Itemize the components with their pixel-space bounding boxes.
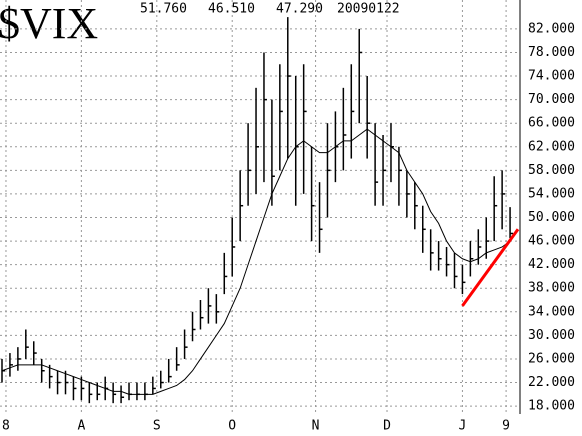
header-value: 20090122 <box>337 2 400 17</box>
header-value: 46.510 <box>208 2 255 17</box>
y-tick-label: 38.000 <box>528 281 575 296</box>
y-tick-label: 78.000 <box>528 45 575 60</box>
header-value: 47.290 <box>276 2 323 17</box>
y-tick-label: 70.000 <box>528 92 575 107</box>
x-tick-label: O <box>228 419 236 434</box>
y-tick-label: 22.000 <box>528 375 575 390</box>
y-tick-label: 50.000 <box>528 210 575 225</box>
y-tick-label: 82.000 <box>528 21 575 36</box>
x-tick-label: S <box>153 419 161 434</box>
x-tick-label: N <box>312 419 320 434</box>
x-tick-label: 9 <box>502 419 510 434</box>
chart-title: $VIX <box>0 0 98 48</box>
trendline <box>461 228 520 307</box>
moving-average <box>1 128 511 395</box>
x-tick-label: 8 <box>2 419 10 434</box>
y-tick-label: 74.000 <box>528 69 575 84</box>
y-tick-label: 62.000 <box>528 139 575 154</box>
y-tick-label: 66.000 <box>528 116 575 131</box>
y-tick-label: 58.000 <box>528 163 575 178</box>
y-tick-label: 34.000 <box>528 304 575 319</box>
y-tick-label: 30.000 <box>528 328 575 343</box>
x-tick-label: D <box>383 419 391 434</box>
y-tick-label: 18.000 <box>528 399 575 414</box>
y-tick-label: 26.000 <box>528 351 575 366</box>
x-tick-label: J <box>459 419 467 434</box>
y-tick-label: 42.000 <box>528 257 575 272</box>
y-tick-label: 54.000 <box>528 186 575 201</box>
x-tick-label: A <box>77 419 85 434</box>
y-tick-label: 46.000 <box>528 234 575 249</box>
header-value: 51.760 <box>140 2 187 17</box>
